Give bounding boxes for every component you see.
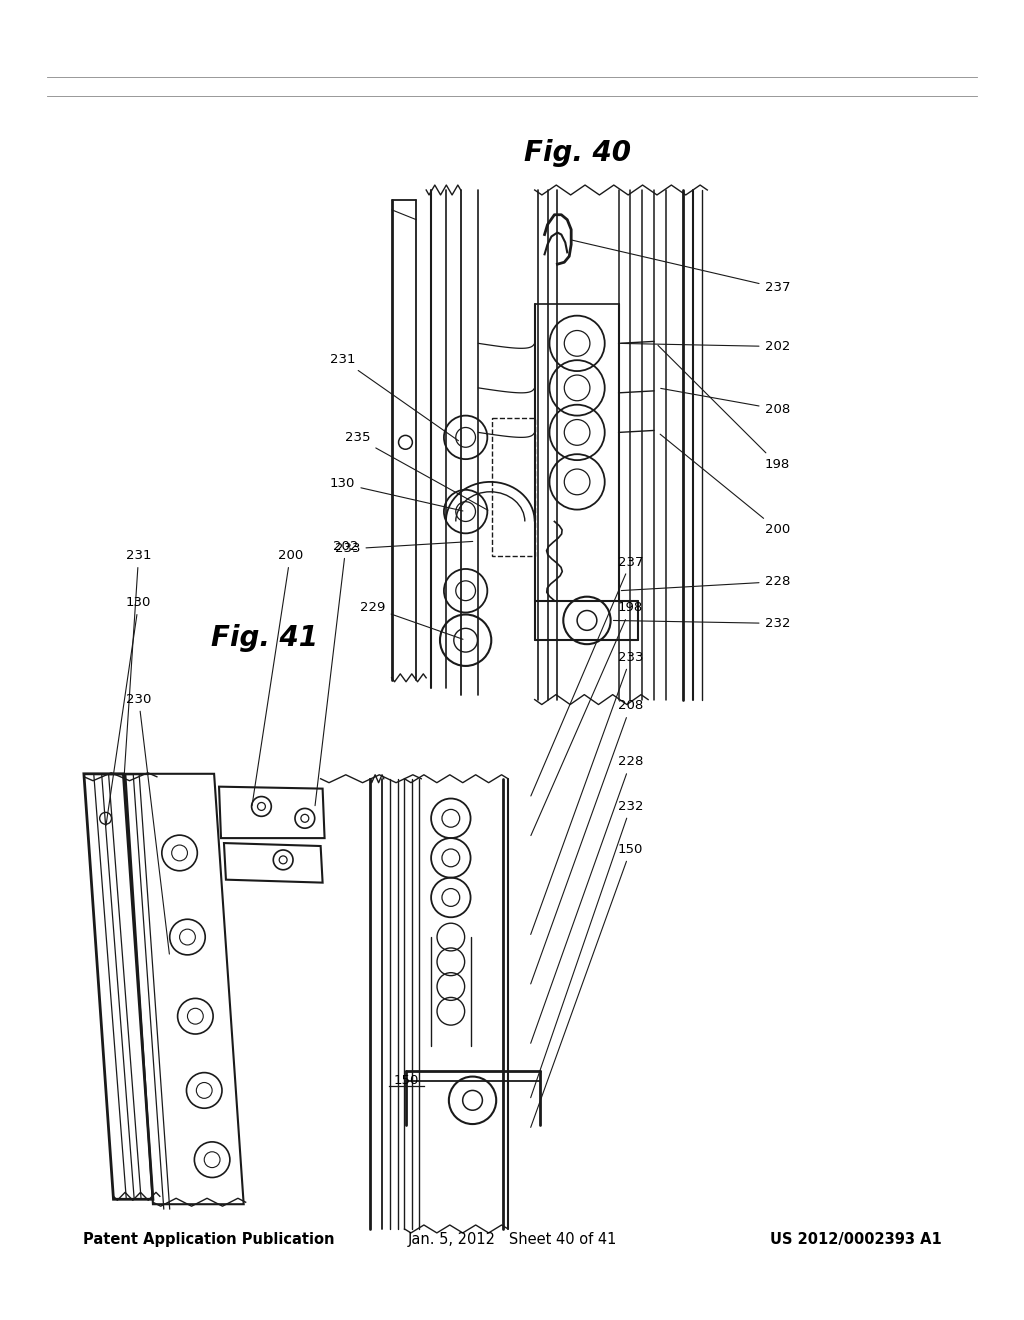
Text: 202: 202: [315, 540, 358, 805]
Text: 228: 228: [622, 576, 790, 590]
Text: 208: 208: [530, 700, 643, 983]
Text: 200: 200: [252, 549, 303, 805]
Text: 232: 232: [613, 616, 791, 630]
Text: Fig. 40: Fig. 40: [524, 139, 631, 168]
Text: 233: 233: [335, 541, 473, 556]
Text: 130: 130: [106, 597, 152, 825]
Text: 198: 198: [658, 346, 790, 471]
Text: 198: 198: [530, 601, 643, 836]
Text: Patent Application Publication: Patent Application Publication: [83, 1232, 334, 1247]
Text: 235: 235: [345, 432, 487, 511]
Text: 208: 208: [660, 388, 790, 416]
Text: 231: 231: [330, 352, 459, 441]
Text: 130: 130: [330, 477, 463, 511]
Text: 229: 229: [360, 601, 463, 639]
Text: 150: 150: [393, 1074, 419, 1088]
Text: 150: 150: [530, 843, 643, 1127]
Text: 200: 200: [660, 434, 790, 536]
Text: Fig. 41: Fig. 41: [211, 624, 318, 652]
Text: 231: 231: [124, 549, 152, 785]
Text: US 2012/0002393 A1: US 2012/0002393 A1: [770, 1232, 941, 1247]
Text: 202: 202: [622, 341, 790, 352]
Text: 237: 237: [572, 240, 791, 294]
Text: Jan. 5, 2012   Sheet 40 of 41: Jan. 5, 2012 Sheet 40 of 41: [408, 1232, 616, 1247]
Text: 228: 228: [530, 755, 643, 1043]
Text: 230: 230: [126, 693, 169, 954]
Text: 237: 237: [530, 556, 643, 796]
Text: 232: 232: [530, 800, 643, 1098]
Text: 233: 233: [530, 651, 643, 935]
